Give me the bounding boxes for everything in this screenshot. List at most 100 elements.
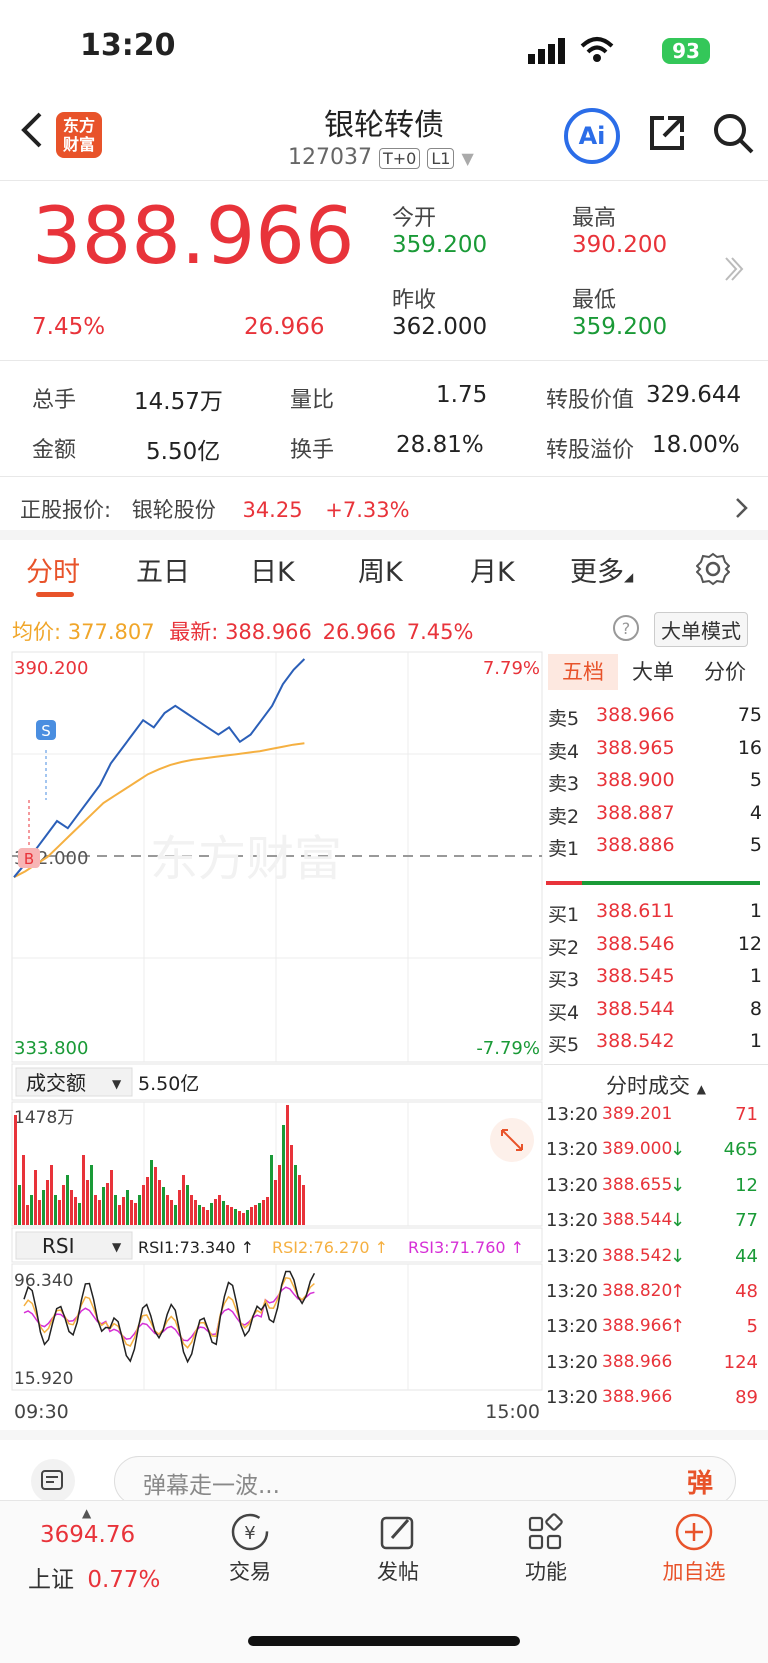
tab-five-day[interactable]: 五日: [136, 557, 190, 588]
tick-row: 13:20 388.544 ↓ 77: [546, 1210, 762, 1240]
bid-level-label: 买5: [548, 1034, 580, 1056]
bid-row: 买2 388.546 12: [548, 933, 762, 963]
rsi2-value: RSI2:76.270 ↑: [272, 1238, 388, 1257]
volume-bar: [214, 1199, 217, 1225]
ask-level-label: 卖3: [548, 773, 580, 795]
search-icon[interactable]: [712, 112, 756, 156]
stat-value-conv-value: 329.644: [646, 382, 742, 408]
volume-bar: [110, 1170, 113, 1225]
tick-row: 13:20 388.966 ↑ 5: [546, 1316, 762, 1346]
nav-post-label: 发帖: [377, 1560, 419, 1584]
stat-label-vol-ratio: 量比: [290, 388, 335, 413]
index-value[interactable]: 3694.76: [40, 1522, 136, 1548]
tick-time: 13:20: [546, 1139, 598, 1161]
app-logo: 东方 财富: [56, 112, 102, 158]
volume-bar: [114, 1195, 117, 1225]
expand-chevron-icon[interactable]: [722, 254, 746, 284]
tab-intraday[interactable]: 分时: [26, 557, 80, 588]
ask-row: 卖1 388.886 5: [548, 834, 762, 864]
tab-monthly-k[interactable]: 月K: [470, 557, 515, 588]
ask-price: 388.965: [596, 736, 675, 759]
volume-bar: [290, 1145, 293, 1225]
stat-label-conv-value: 转股价值: [546, 388, 635, 413]
nav-trade[interactable]: ¥ 交易: [190, 1512, 310, 1586]
ai-button[interactable]: Ai: [564, 108, 620, 164]
tab-five-levels[interactable]: 五档: [548, 654, 618, 690]
volume-bars: [14, 1105, 305, 1225]
nav-add-watchlist[interactable]: 加自选: [634, 1512, 754, 1586]
stat-value-volume: 14.57万: [134, 389, 223, 415]
comment-input[interactable]: 弹幕走一波... 弹: [114, 1456, 736, 1506]
comment-toggle-icon[interactable]: [30, 1458, 76, 1504]
bid-volume: 1: [749, 900, 762, 922]
ticks-title[interactable]: 分时成交 ▲: [606, 1074, 706, 1098]
stat-label-turnover: 换手: [290, 438, 335, 463]
bid-level-label: 买3: [548, 969, 580, 991]
back-icon[interactable]: [18, 110, 44, 150]
volume-total: 5.50亿: [138, 1073, 199, 1095]
low-value: 359.200: [572, 314, 668, 340]
bid-level-label: 买4: [548, 1001, 580, 1024]
tab-big-orders[interactable]: 大单: [632, 660, 674, 684]
index-row[interactable]: 上证 0.77%: [28, 1560, 160, 1594]
dropdown-icon[interactable]: ▼: [461, 149, 474, 168]
big-order-mode-button[interactable]: 大单模式: [654, 612, 748, 647]
danmaku-button[interactable]: 弹: [687, 1469, 714, 1499]
help-icon[interactable]: ?: [612, 614, 640, 642]
ask-volume: 5: [749, 769, 762, 791]
volume-bar: [154, 1167, 157, 1225]
tab-weekly-k[interactable]: 周K: [358, 557, 403, 588]
tick-price: 388.820: [602, 1281, 673, 1301]
volume-bar: [26, 1205, 29, 1225]
home-indicator: [248, 1636, 520, 1646]
tab-more[interactable]: 更多◢: [570, 557, 634, 588]
tick-price: 388.966: [602, 1387, 673, 1408]
volume-bar: [282, 1125, 285, 1225]
y-top-label: 390.200: [14, 658, 88, 679]
tick-price: 388.542: [602, 1245, 673, 1266]
volume-bar: [46, 1180, 49, 1225]
tick-volume: 124: [723, 1351, 758, 1373]
open-label: 今开: [392, 206, 437, 231]
underlying-pct: +7.33%: [325, 498, 410, 522]
ask-level-label: 卖5: [548, 708, 580, 730]
tab-daily-k[interactable]: 日K: [250, 557, 295, 588]
grid-icon: [528, 1513, 563, 1550]
intraday-chart[interactable]: 东方财富 390.200 362.000 333.800 7.79% -7.79…: [0, 650, 544, 1430]
underlying-quote-row[interactable]: 正股报价: 银轮股份 34.25 +7.33%: [20, 494, 760, 524]
bid-price: 388.611: [596, 900, 675, 922]
ask-level-label: 卖1: [548, 838, 580, 860]
tick-volume: 5: [746, 1316, 758, 1338]
nav-function[interactable]: 功能: [486, 1512, 606, 1586]
new-pct: 7.45%: [406, 620, 474, 644]
nav-function-label: 功能: [525, 1560, 567, 1584]
underlying-label: 正股报价:: [20, 498, 112, 522]
tick-price: 389.201: [602, 1104, 673, 1124]
bid-volume: 1: [749, 965, 762, 987]
settings-gear-icon[interactable]: [696, 552, 730, 586]
ask-volume: 75: [737, 704, 762, 726]
tick-price: 388.966: [602, 1316, 673, 1337]
volume-bar: [58, 1200, 61, 1225]
volume-bar: [190, 1195, 193, 1225]
volume-bar: [90, 1165, 93, 1225]
open-value: 359.200: [392, 232, 488, 258]
stock-code: 127037 T+0 L1 ▼: [288, 145, 474, 170]
volume-bar: [30, 1195, 33, 1225]
pct-bottom-label: -7.79%: [476, 1038, 540, 1059]
ask-price: 388.966: [596, 704, 675, 726]
chevron-right-icon[interactable]: [734, 496, 750, 520]
tab-price-dist[interactable]: 分价: [704, 660, 746, 684]
volume-max-label: 1478万: [14, 1108, 74, 1128]
nav-post[interactable]: 发帖: [338, 1512, 458, 1586]
volume-panel-frame: [11, 1101, 543, 1227]
tick-time: 13:20: [546, 1351, 598, 1373]
underlying-price: 34.25: [242, 498, 303, 522]
tick-volume: 465: [723, 1139, 758, 1161]
tag-t0: T+0: [378, 148, 421, 169]
volume-bar: [222, 1201, 225, 1225]
tick-time: 13:20: [546, 1104, 598, 1125]
tick-volume: 44: [735, 1245, 758, 1267]
share-icon[interactable]: [646, 112, 688, 154]
volume-bar: [38, 1200, 41, 1225]
